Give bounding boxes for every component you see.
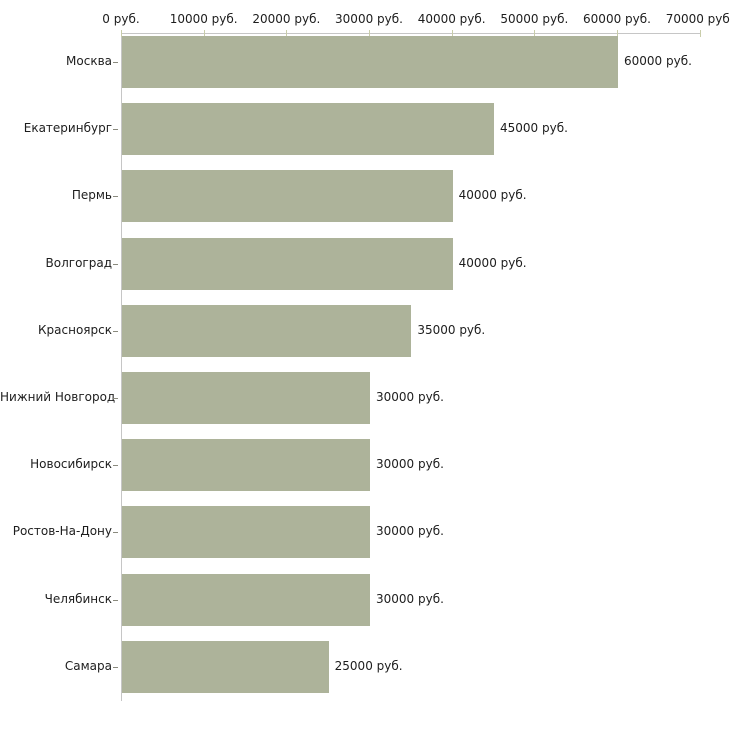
value-label: 30000 руб. — [376, 524, 444, 539]
x-axis-tick — [534, 30, 536, 37]
bar-4 — [122, 237, 453, 290]
bar-5 — [122, 304, 412, 357]
bar-7 — [122, 439, 370, 492]
x-axis-tick-label: 30000 руб. — [335, 12, 403, 26]
bar-9 — [122, 573, 370, 626]
x-axis-tick — [451, 30, 453, 37]
value-label: 40000 руб. — [458, 188, 527, 203]
value-label: 40000 руб. — [458, 255, 527, 270]
x-axis-tick-label: 0 руб. — [102, 12, 140, 26]
category-label: Новосибирск — [30, 457, 112, 472]
x-axis-line — [121, 33, 700, 34]
category-tick — [113, 532, 118, 533]
value-label: 45000 руб. — [500, 121, 568, 136]
x-axis-tick-label: 20000 руб. — [252, 12, 321, 26]
category-tick — [113, 600, 118, 601]
value-label: 60000 руб. — [624, 54, 692, 68]
value-label: 35000 руб. — [417, 322, 486, 337]
category-tick — [113, 62, 118, 63]
category-label: Челябинск — [44, 591, 112, 606]
x-axis-tick — [617, 30, 618, 37]
x-axis-tick-label: 10000 руб. — [169, 12, 238, 26]
x-axis-tick — [121, 30, 122, 37]
category-label: Москва — [66, 54, 112, 68]
bar-3 — [122, 170, 453, 223]
category-tick — [113, 465, 118, 466]
y-axis-line — [121, 33, 122, 701]
category-label: Красноярск — [38, 322, 112, 337]
bar-8 — [122, 506, 370, 559]
category-tick — [113, 331, 118, 332]
category-tick — [113, 129, 118, 130]
x-axis-tick-label: 50000 руб. — [500, 12, 569, 26]
value-label: 30000 руб. — [376, 457, 444, 472]
bar-6 — [122, 372, 370, 424]
bar-1 — [122, 36, 618, 88]
category-label: Самара — [64, 658, 112, 673]
x-axis-tick-label: 40000 руб. — [417, 12, 486, 26]
category-tick — [113, 264, 118, 265]
category-label: Волгоград — [45, 255, 112, 270]
category-label: Нижний Новгород — [0, 390, 116, 404]
x-axis-tick — [286, 30, 288, 37]
x-axis-tick-label: 60000 руб. — [583, 12, 651, 26]
x-axis-tick-label: 70000 руб. — [665, 12, 730, 26]
bar-10 — [122, 640, 329, 693]
value-label: 25000 руб. — [334, 658, 403, 673]
bar-2 — [122, 103, 494, 156]
value-label: 30000 руб. — [376, 591, 444, 606]
category-tick — [113, 196, 118, 197]
x-axis-tick — [699, 30, 701, 37]
category-tick — [113, 398, 118, 399]
category-label: Ростов-На-Дону — [12, 524, 112, 539]
x-axis-tick — [203, 30, 205, 37]
x-axis-tick — [369, 30, 370, 37]
category-tick — [113, 667, 118, 668]
value-label: 30000 руб. — [376, 390, 444, 404]
category-label: Екатеринбург — [23, 121, 112, 136]
category-label: Пермь — [71, 188, 112, 203]
